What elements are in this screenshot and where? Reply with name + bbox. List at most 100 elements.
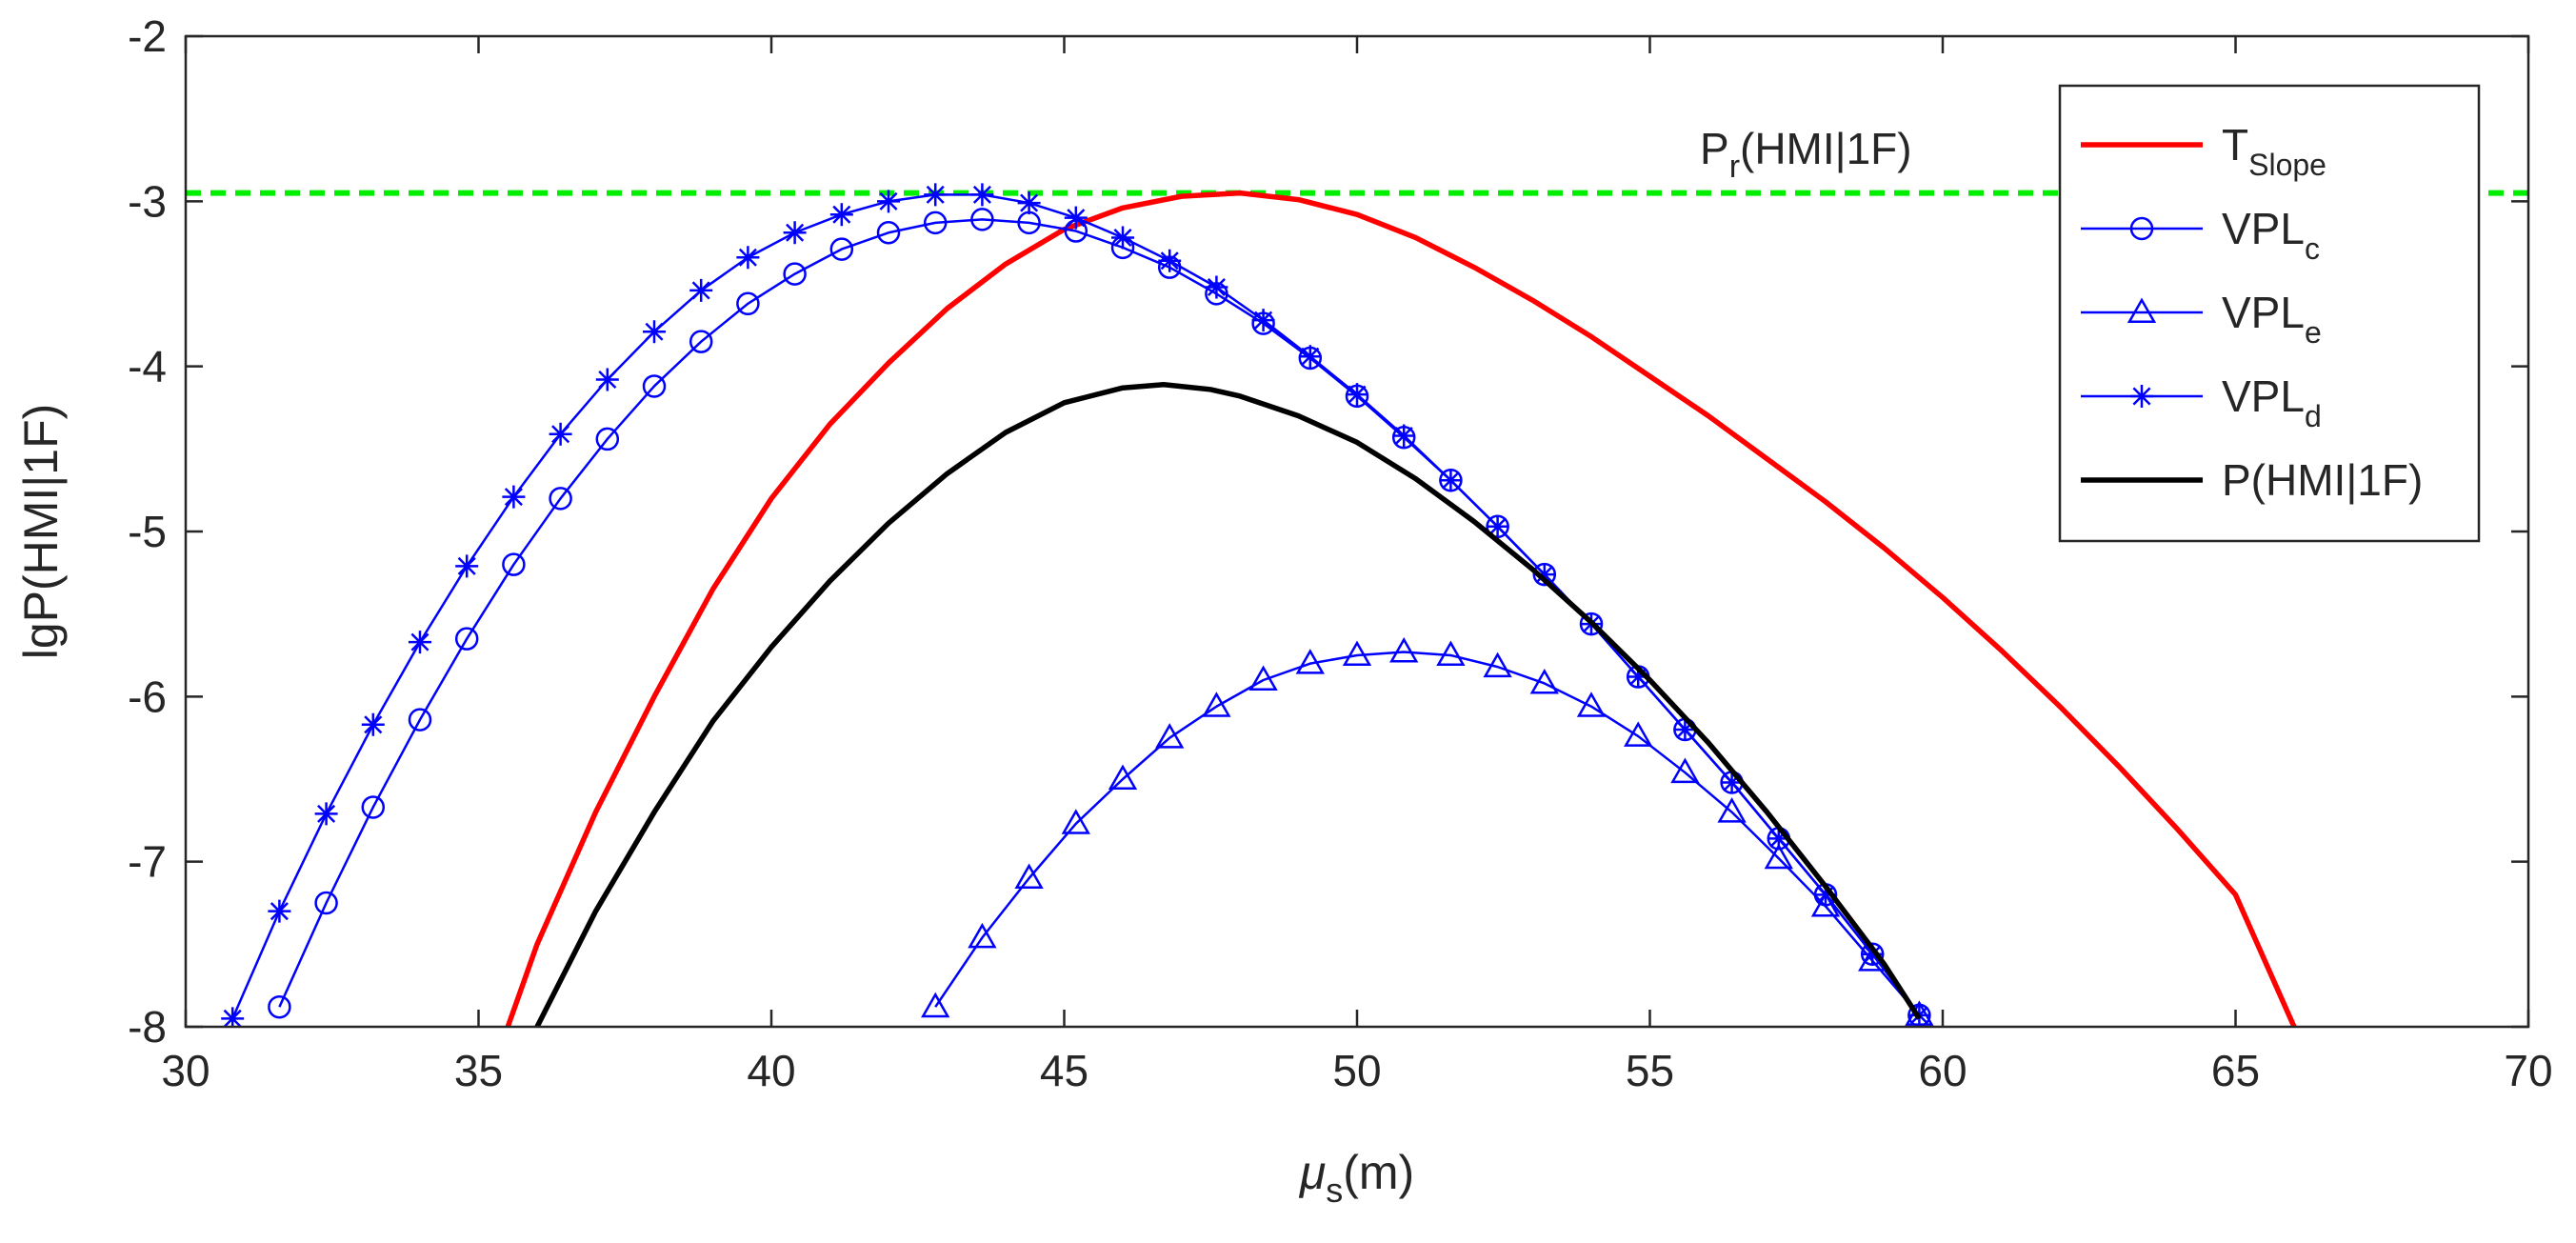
data-point-vpl-e [1483, 652, 1512, 678]
x-axis-title-unit: (m) [1343, 1146, 1414, 1199]
legend-item-p-hmi-1f: P(HMI|1F) [2081, 455, 2423, 505]
series-line-t-slope [505, 190, 2297, 1027]
y-tick-label: -2 [128, 11, 167, 61]
data-point-vpl-d [1205, 275, 1228, 299]
data-point-vpl-d [1767, 827, 1790, 851]
data-point-vpl-d [1346, 383, 1368, 407]
data-point-vpl-d [455, 554, 479, 578]
reference-line-label-rest: (HMI|1F) [1740, 124, 1912, 173]
y-tick-label: -6 [128, 672, 167, 721]
data-point-vpl-d [1814, 883, 1837, 907]
data-point-vpl-c [454, 627, 479, 651]
y-tick-label: -8 [128, 1002, 167, 1052]
legend-item-vpl-c: VPLc [2081, 204, 2320, 266]
data-point-vpl-d [924, 183, 948, 207]
legend-label-main: VPL [2222, 371, 2305, 421]
legend-item-vpl-e: VPLe [2081, 288, 2322, 350]
data-point-vpl-c [783, 262, 807, 286]
data-point-vpl-c [689, 330, 713, 353]
data-point-vpl-c [876, 221, 901, 245]
data-point-vpl-e [1436, 640, 1466, 666]
data-point-vpl-d [1064, 206, 1088, 230]
data-point-vpl-d [1439, 469, 1463, 492]
data-point-vpl-d [1251, 309, 1275, 332]
data-point-vpl-d [1298, 345, 1322, 369]
data-point-vpl-d [970, 183, 994, 207]
data-point-vpl-e [1670, 757, 1700, 784]
data-point-vpl-e [1764, 843, 1793, 870]
series-line-vpl-e [934, 651, 1921, 1016]
data-point-vpl-e [968, 922, 997, 949]
data-point-vpl-d [1627, 665, 1650, 689]
data-point-vpl-c [314, 891, 338, 915]
data-point-vpl-e [1342, 640, 1372, 666]
data-point-vpl-d [783, 221, 807, 245]
x-axis-title-sub: s [1326, 1171, 1343, 1210]
data-point-vpl-d [268, 899, 291, 923]
y-tick-label: -7 [128, 837, 167, 887]
legend-label-sub: Slope [2248, 148, 2326, 182]
data-point-vpl-c [829, 237, 854, 261]
legend-item-vpl-d: VPLd [2081, 371, 2322, 433]
data-point-vpl-c [736, 291, 760, 316]
reference-line-label-sub: r [1729, 149, 1740, 185]
y-tick-label: -5 [128, 507, 167, 556]
legend-marker-vpl-d [2130, 385, 2153, 408]
legend-label-sub: c [2305, 231, 2320, 266]
data-point-vpl-d [877, 190, 900, 213]
data-point-vpl-c [642, 374, 667, 398]
data-point-vpl-e [1624, 721, 1653, 747]
data-point-vpl-d [643, 320, 666, 344]
data-point-vpl-e [1295, 649, 1325, 674]
legend-item-t-slope: TSlope [2081, 120, 2326, 182]
data-point-vpl-c [595, 427, 620, 451]
data-point-vpl-d [689, 278, 713, 302]
x-tick-label: 40 [747, 1046, 795, 1095]
series-t-slope [505, 190, 2297, 1027]
data-point-vpl-d [1486, 514, 1509, 538]
data-point-vpl-d [1532, 563, 1556, 587]
data-point-vpl-d [502, 485, 526, 509]
data-point-vpl-d [1158, 249, 1182, 272]
series-p-hmi-1f [534, 381, 1922, 1027]
x-tick-label: 65 [2211, 1046, 2260, 1095]
data-point-vpl-e [1576, 692, 1607, 717]
data-point-vpl-d [1392, 424, 1416, 448]
data-point-vpl-e [1155, 723, 1185, 749]
data-point-vpl-d [1720, 771, 1744, 794]
data-point-vpl-c [549, 487, 572, 511]
reference-line-label-main: P [1700, 124, 1729, 173]
data-point-vpl-e [1061, 809, 1090, 834]
x-axis-title-symbol: μ [1298, 1146, 1326, 1199]
data-point-vpl-e [1248, 665, 1278, 691]
data-point-vpl-e [1529, 668, 1559, 694]
data-point-vpl-e [1810, 891, 1841, 917]
data-point-vpl-d [549, 422, 572, 446]
reference-line-label: Pr(HMI|1F) [1700, 124, 1912, 185]
data-point-vpl-e [1202, 692, 1231, 717]
legend-label-sub: e [2305, 315, 2322, 350]
data-point-vpl-d [1111, 226, 1134, 250]
data-point-vpl-d [1017, 191, 1041, 215]
data-point-vpl-d [736, 246, 760, 270]
x-axis-title: μs(m) [1298, 1146, 1414, 1210]
data-point-vpl-e [1389, 637, 1419, 663]
x-tick-label: 70 [2504, 1046, 2552, 1095]
data-point-vpl-d [221, 1007, 245, 1027]
x-tick-label: 30 [161, 1046, 210, 1095]
legend-label-vpl-e: VPLe [2222, 288, 2322, 350]
y-axis-title: lgP(HMI|1F) [14, 404, 68, 660]
x-tick-label: 60 [1918, 1046, 1967, 1095]
data-point-vpl-c [970, 208, 994, 231]
data-point-vpl-d [829, 203, 853, 227]
data-point-vpl-c [268, 994, 291, 1019]
data-point-vpl-d [595, 368, 619, 391]
data-point-vpl-d [409, 631, 431, 654]
y-tick-label: -4 [128, 342, 167, 391]
data-point-vpl-d [1861, 942, 1885, 966]
legend-label-main: T [2222, 120, 2248, 170]
data-point-vpl-c [408, 708, 432, 732]
series-line-p-hmi-1f [534, 381, 1922, 1027]
